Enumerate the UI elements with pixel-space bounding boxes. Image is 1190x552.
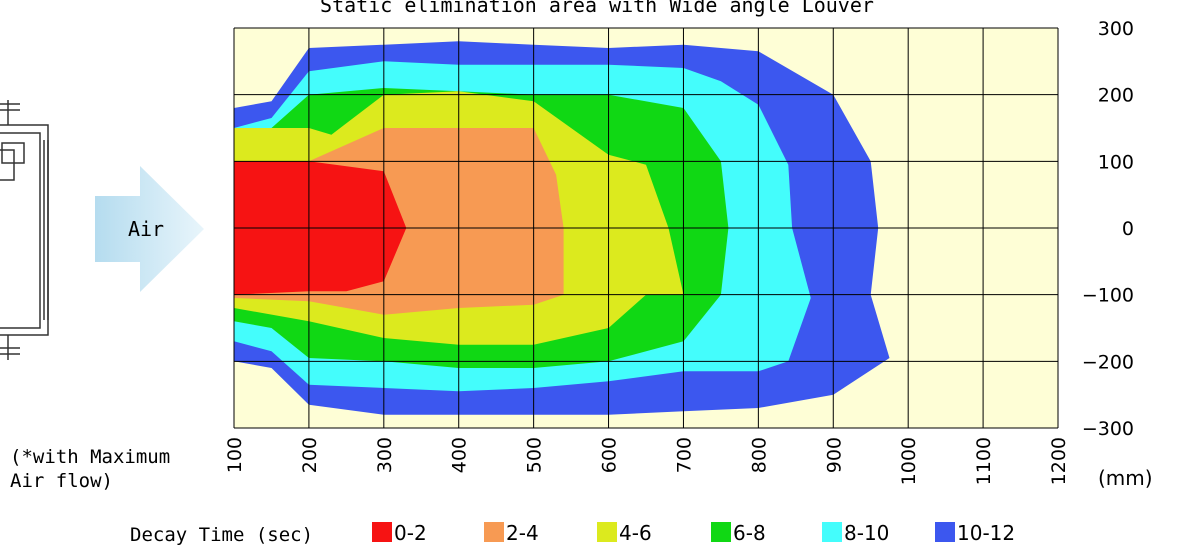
- x-tick-label: 1100: [973, 437, 995, 485]
- legend-swatch: [711, 522, 731, 542]
- legend-label: 0-2: [394, 521, 427, 545]
- louver-device-icon: [0, 100, 49, 360]
- x-tick-label: 100: [224, 437, 246, 473]
- y-tick-label: 300: [1098, 18, 1134, 40]
- y-tick-label: 200: [1098, 85, 1134, 107]
- x-tick-label: 300: [374, 437, 396, 473]
- legend-swatch: [935, 522, 955, 542]
- y-tick-label: −200: [1082, 351, 1134, 373]
- legend-swatch: [372, 522, 392, 542]
- y-tick-label: −300: [1082, 418, 1134, 440]
- legend-item-8-10: 8-10: [822, 521, 889, 545]
- legend-item-2-4: 2-4: [484, 521, 539, 545]
- y-tick-label: 100: [1098, 151, 1134, 173]
- legend-swatch: [822, 522, 842, 542]
- legend-label: 6-8: [733, 521, 766, 545]
- x-tick-label: 200: [299, 437, 321, 473]
- x-tick-label: 1200: [1048, 437, 1070, 485]
- note-line-1: (*with Maximum: [10, 446, 170, 468]
- legend-item-4-6: 4-6: [597, 521, 652, 545]
- legend-item-0-2: 0-2: [372, 521, 427, 545]
- x-tick-label: 700: [673, 437, 695, 473]
- legend-label: 2-4: [506, 521, 539, 545]
- legend-label: 4-6: [619, 521, 652, 545]
- legend-label: 10-12: [957, 521, 1015, 545]
- legend-item-10-12: 10-12: [935, 521, 1015, 545]
- grid-lines: [233, 27, 1059, 429]
- y-tick-label: −100: [1082, 285, 1134, 307]
- x-tick-label: 400: [449, 437, 471, 473]
- x-tick-label: 600: [599, 437, 621, 473]
- chart-title: Static elimination area with Wide angle …: [320, 0, 874, 17]
- air-arrow-icon: [95, 166, 204, 292]
- legend-item-6-8: 6-8: [711, 521, 766, 545]
- legend-swatch: [484, 522, 504, 542]
- y-tick-label: 0: [1122, 218, 1134, 240]
- air-arrow-label: Air: [128, 217, 164, 241]
- legend-title: Decay Time (sec): [130, 524, 313, 546]
- x-tick-label: 500: [524, 437, 546, 473]
- legend-label: 8-10: [844, 521, 889, 545]
- note-line-2: Air flow): [10, 470, 113, 492]
- x-tick-label: 1000: [898, 437, 920, 485]
- x-tick-label: 800: [748, 437, 770, 473]
- x-axis-label: (mm): [1098, 466, 1153, 490]
- legend-swatch: [597, 522, 617, 542]
- x-tick-label: 900: [823, 437, 845, 473]
